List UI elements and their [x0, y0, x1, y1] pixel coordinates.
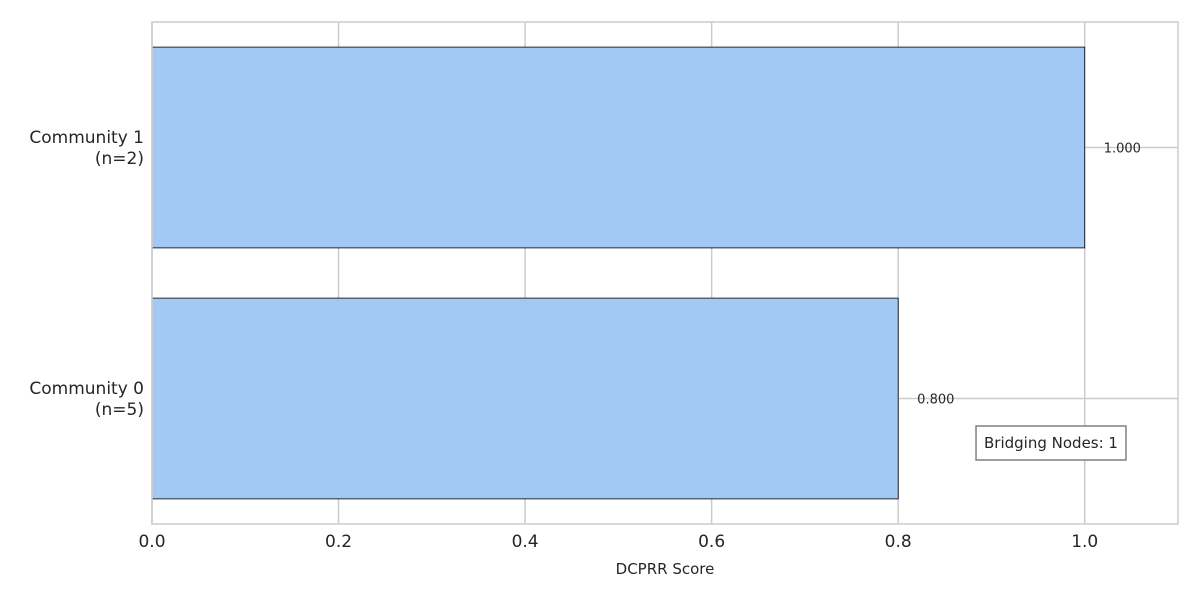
x-tick-label: 1.0 [1071, 532, 1098, 552]
bar-community-0 [151, 297, 899, 500]
x-axis-ticks: 0.0 0.2 0.4 0.6 0.8 1.0 [138, 532, 1098, 552]
bars [151, 46, 1086, 500]
bar-value-label: 1.000 [1104, 142, 1141, 157]
bar-community-1 [151, 46, 1086, 249]
x-tick-label: 0.4 [512, 532, 539, 552]
bar-value-label: 0.800 [917, 393, 954, 408]
plot-frame [151, 21, 1179, 525]
x-tick-label: 0.6 [698, 532, 725, 552]
note-text: Bridging Nodes: 1 [984, 434, 1118, 452]
y-category-label: Community 0 (n=5) [29, 379, 144, 420]
x-tick-label: 0.8 [885, 532, 912, 552]
y-axis-categories: Community 0 (n=5) Community 1 (n=2) [29, 128, 144, 420]
x-tick-label: 0.0 [138, 532, 165, 552]
bridging-nodes-note: Bridging Nodes: 1 [975, 425, 1127, 461]
value-labels: 0.800 1.000 [917, 142, 1141, 408]
x-axis-title: DCPRR Score [616, 560, 715, 578]
note-box [975, 425, 1127, 461]
y-category-label: Community 1 (n=2) [29, 128, 144, 169]
x-tick-label: 0.2 [325, 532, 352, 552]
